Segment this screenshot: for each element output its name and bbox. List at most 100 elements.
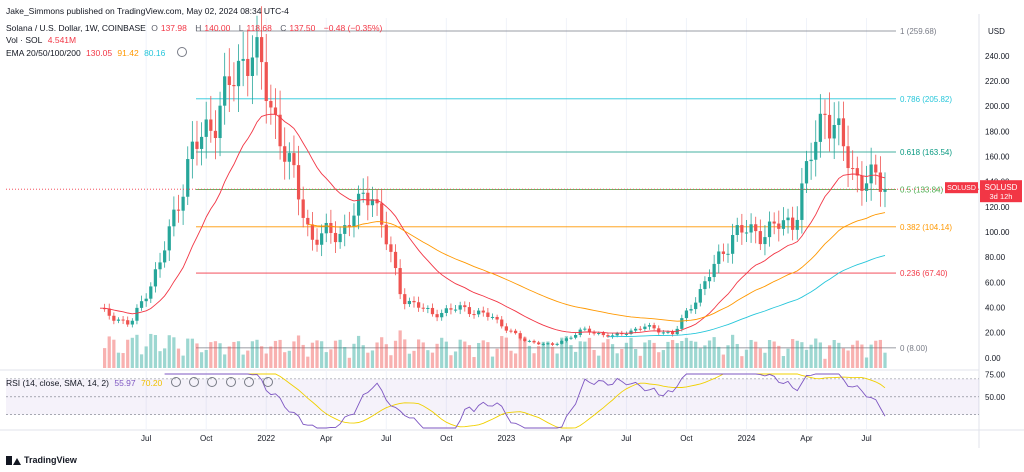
volume-bar: [181, 355, 185, 368]
candle-body: [352, 215, 356, 227]
candle-body: [306, 217, 310, 225]
volume-bar: [190, 338, 194, 368]
candle-body: [139, 301, 144, 308]
visibility-toggle-icon[interactable]: [176, 47, 187, 57]
candle-body: [652, 325, 656, 329]
volume-bar: [186, 338, 190, 368]
volume-bar: [375, 342, 379, 368]
volume-bar: [883, 352, 887, 368]
volume-bar: [804, 349, 809, 368]
candle-body: [569, 337, 573, 339]
visibility-toggle-icon[interactable]: [225, 377, 236, 387]
volume-bar: [606, 339, 610, 368]
candle-body: [121, 319, 125, 321]
volume-bar: [490, 356, 495, 368]
tradingview-logo[interactable]: TradingView: [6, 455, 77, 465]
volume-bar: [296, 335, 301, 368]
candle-body: [481, 310, 485, 313]
volume-bar: [634, 349, 638, 368]
volume-bar: [597, 355, 601, 368]
volume-bar: [116, 352, 121, 368]
volume-bar: [421, 342, 425, 368]
candle-body: [375, 199, 379, 204]
volume-bar: [481, 340, 485, 368]
visibility-toggle-icon[interactable]: [262, 377, 273, 387]
candle-body: [721, 251, 725, 254]
candle-body: [144, 298, 148, 302]
visibility-toggle-icon[interactable]: [170, 377, 181, 387]
candle-body: [717, 251, 721, 264]
volume-bar: [744, 349, 749, 368]
candle-body: [767, 221, 772, 238]
candle-body: [555, 343, 559, 345]
candle-body: [777, 223, 781, 229]
candle-body: [417, 302, 421, 308]
volume-bar: [878, 339, 882, 368]
candle-body: [153, 269, 158, 287]
y-tick-label: 60.00: [985, 278, 1006, 287]
publisher-line: Jake_Simmons published on TradingView.co…: [6, 6, 289, 16]
volume-bar: [158, 351, 162, 368]
volume-bar: [139, 354, 144, 368]
candle-body: [273, 107, 278, 115]
visibility-toggle-icon[interactable]: [244, 377, 255, 387]
volume-legend: Vol · SOL 4.541M: [6, 35, 79, 45]
volume-bar: [841, 348, 846, 368]
candle-body: [772, 221, 776, 224]
candle-body: [874, 164, 878, 173]
candle-body: [403, 294, 407, 305]
volume-bar: [864, 357, 869, 368]
volume-bar: [453, 351, 458, 368]
ema-line: [607, 254, 886, 338]
volume-bar: [218, 343, 222, 368]
candle-body: [657, 328, 661, 333]
visibility-toggle-icon[interactable]: [189, 377, 200, 387]
x-tick-label: Oct: [200, 434, 213, 443]
volume-bar: [860, 344, 864, 368]
volume-bar: [814, 338, 818, 368]
candle-body: [601, 333, 605, 336]
ema-legend: EMA 20/50/100/200 130.05 91.42 80.16: [6, 47, 190, 58]
visibility-toggle-icon[interactable]: [207, 377, 218, 387]
fib-level-label: 0.618 (163.54): [900, 148, 952, 157]
candle-body: [333, 232, 338, 243]
volume-bar: [874, 340, 878, 368]
candle-body: [126, 320, 130, 325]
rsi-line: [164, 373, 886, 429]
candle-body: [860, 175, 864, 191]
volume-bar: [698, 348, 702, 368]
x-tick-label: Apr: [800, 434, 813, 443]
candle-body: [523, 338, 527, 342]
volume-bar: [430, 352, 435, 368]
candle-body: [467, 307, 472, 315]
candle-body: [260, 37, 264, 63]
candle-body: [167, 226, 171, 251]
volume-bar: [343, 347, 347, 368]
rsi-sma-value: 70.20: [141, 378, 163, 388]
volume-bar: [260, 346, 264, 368]
candle-body: [855, 168, 859, 176]
volume-bar: [153, 335, 158, 368]
x-tick-label: Oct: [680, 434, 693, 443]
volume-bar: [209, 342, 213, 368]
volume-bar: [832, 340, 836, 368]
candle-body: [107, 308, 111, 316]
ema-label: EMA 20/50/100/200: [6, 48, 81, 58]
candle-body: [195, 141, 199, 149]
volume-bar: [518, 337, 522, 368]
low-value: 118.68: [246, 23, 272, 33]
volume-label: Vol · SOL: [6, 35, 43, 45]
volume-bar: [149, 333, 153, 368]
x-tick-label: 2024: [738, 434, 756, 443]
volume-bar: [163, 348, 167, 368]
volume-bar: [823, 358, 827, 368]
x-tick-label: Apr: [560, 434, 573, 443]
volume-bar: [126, 339, 130, 368]
candle-body: [837, 118, 841, 125]
volume-bar: [763, 352, 767, 368]
volume-bar: [684, 337, 689, 368]
volume-bar: [615, 353, 619, 368]
volume-bar: [504, 337, 508, 368]
volume-bar: [407, 353, 411, 368]
